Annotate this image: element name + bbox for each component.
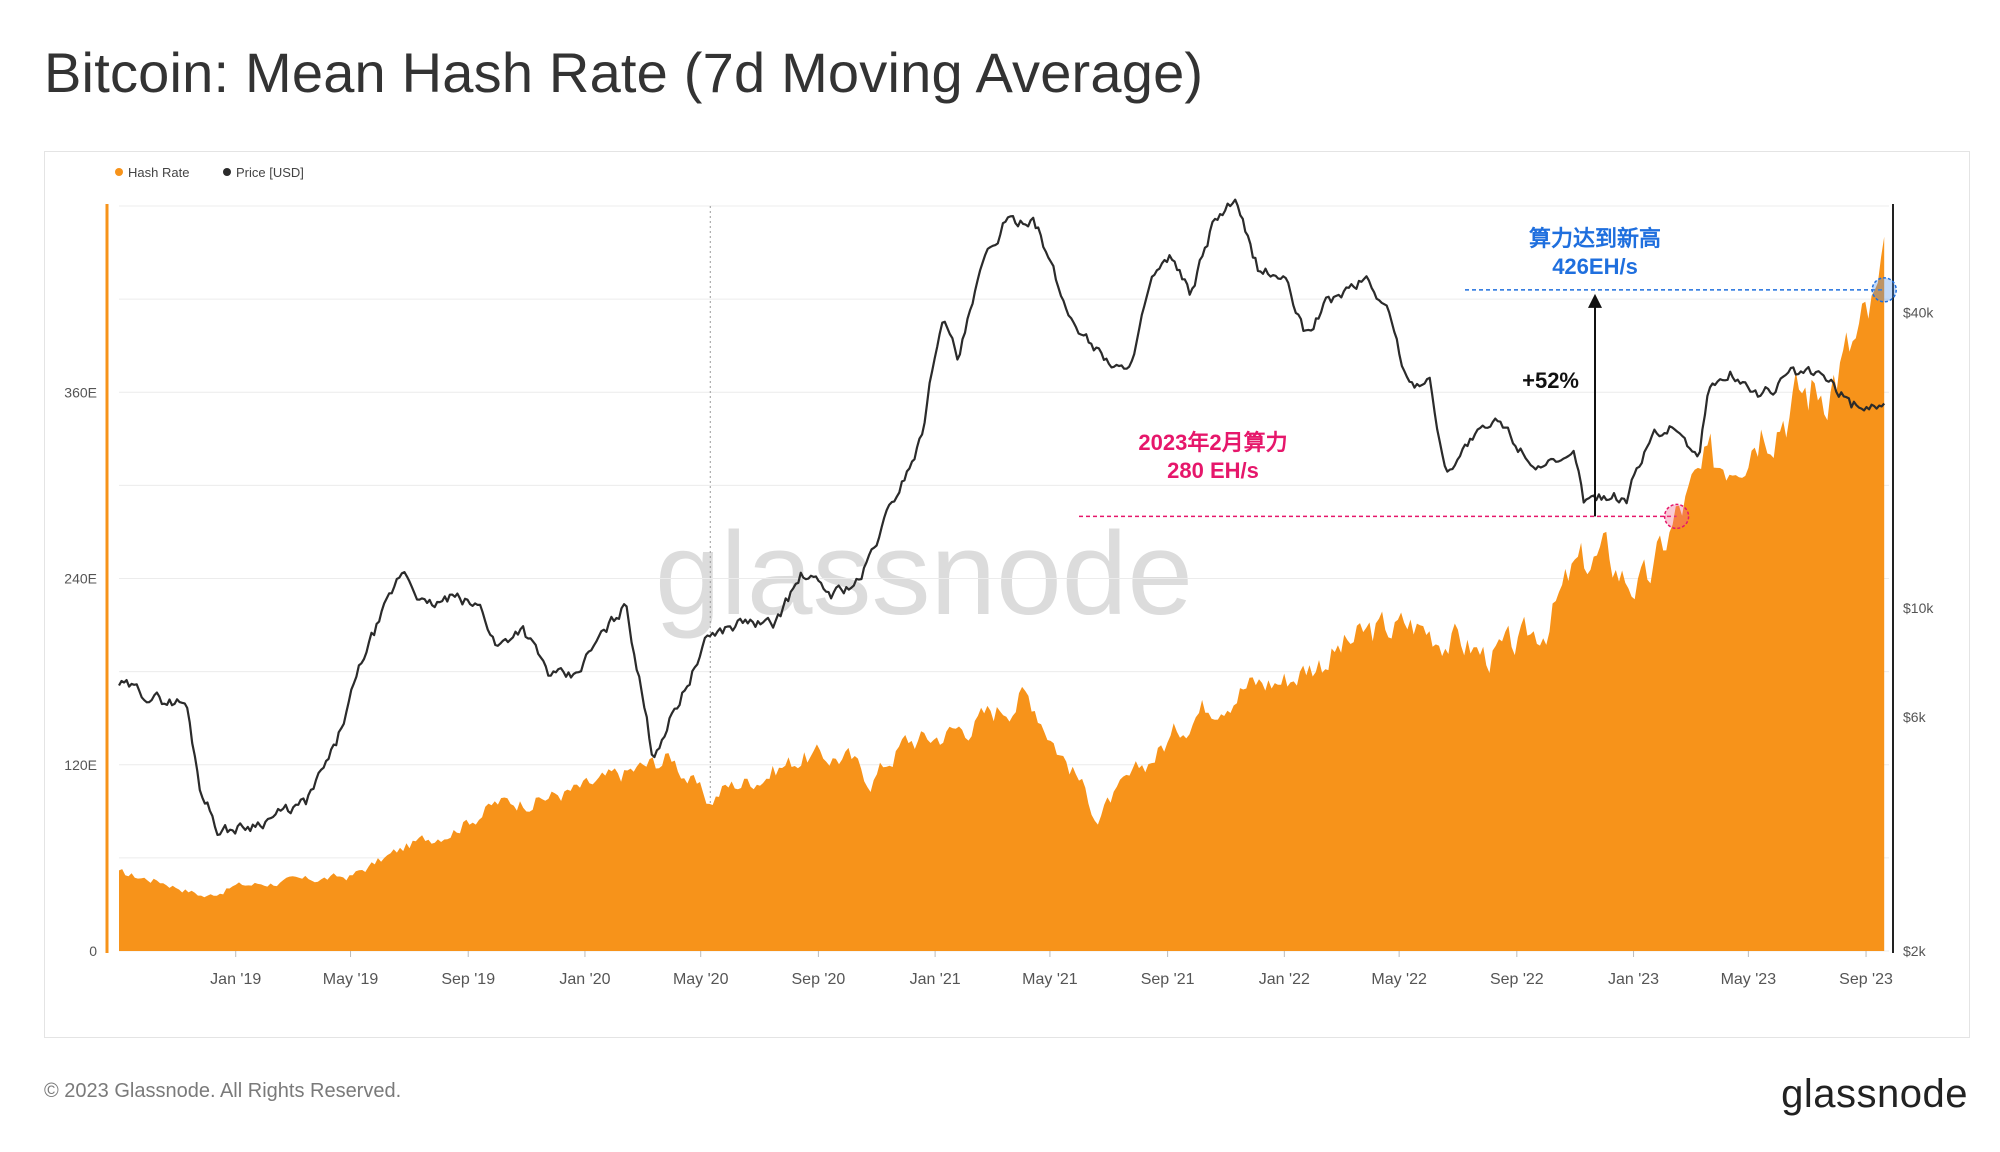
x-tick-label: May '23 (1721, 971, 1777, 988)
feb-marker (1663, 503, 1690, 530)
x-tick-label: Sep '20 (792, 971, 846, 988)
right-tick-label: $10k (1903, 600, 1934, 616)
x-tick-label: Sep '22 (1490, 971, 1544, 988)
ath-value-label: 426EH/s (1552, 254, 1638, 279)
x-tick-label: May '19 (323, 971, 379, 988)
x-tick-label: Jan '21 (910, 971, 961, 988)
left-tick-label: 240E (64, 571, 97, 587)
price-line (118, 198, 1886, 836)
x-tick-label: Sep '21 (1141, 971, 1195, 988)
ath-title: 算力达到新高 (1529, 226, 1661, 251)
footer-logo: glassnode (1781, 1072, 1968, 1116)
x-tick-label: Jan '22 (1259, 971, 1310, 988)
x-tick-label: Jan '20 (559, 971, 610, 988)
x-tick-label: May '20 (673, 971, 729, 988)
page-title: Bitcoin: Mean Hash Rate (7d Moving Avera… (44, 41, 1204, 104)
right-tick-label: $6k (1903, 709, 1927, 725)
x-tick-label: Jan '19 (210, 971, 261, 988)
hash-rate-chart: glassnode 0 120E 240E 360E $2k $6k $10k $40k Jan… (64, 165, 1934, 988)
footer-copyright: © 2023 Glassnode. All Rights Reserved. (44, 1080, 402, 1102)
legend-marker (223, 168, 231, 176)
left-tick-label: 120E (64, 757, 97, 773)
x-tick-label: May '21 (1022, 971, 1078, 988)
left-tick-label: 0 (89, 943, 97, 959)
change-arrow-head (1588, 293, 1602, 308)
right-tick-label: $40k (1903, 305, 1934, 321)
watermark-text: glassnode (655, 508, 1193, 640)
change-label: +52% (1522, 368, 1579, 393)
hash-rate-area (119, 236, 1885, 952)
feb-value-label: 280 EH/s (1167, 458, 1259, 483)
x-tick-label: Sep '19 (441, 971, 495, 988)
chart-panel: glassnode 0 120E 240E 360E $2k $6k $10k $40k Jan… (44, 151, 1970, 1038)
legend-label: Price [USD] (236, 165, 304, 180)
right-tick-label: $2k (1903, 943, 1927, 959)
x-tick-label: Sep '23 (1839, 971, 1893, 988)
x-tick-label: May '22 (1371, 971, 1427, 988)
legend-label: Hash Rate (128, 165, 189, 180)
feb-title: 2023年2月算力 (1138, 430, 1287, 455)
x-tick-label: Jan '23 (1608, 971, 1659, 988)
left-tick-label: 360E (64, 384, 97, 400)
legend-marker (115, 168, 123, 176)
ath-marker (1871, 277, 1897, 303)
